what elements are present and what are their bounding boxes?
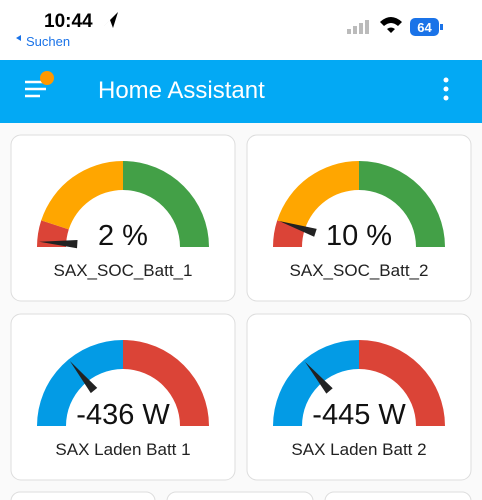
battery-tip <box>440 24 443 30</box>
gauge-segment <box>359 340 445 426</box>
gauge-needle <box>279 221 317 237</box>
gauge-needle <box>304 361 333 394</box>
card-background <box>10 313 236 481</box>
gauge-needle <box>39 239 78 249</box>
battery-icon <box>410 18 439 36</box>
gauge-name: SAX Laden Batt 2 <box>291 440 426 459</box>
gauge-segment <box>37 220 69 247</box>
gauge-value: -445 W <box>312 399 406 431</box>
battery-level: 64 <box>417 20 432 35</box>
value-unit: W <box>378 399 406 431</box>
gauge-segment <box>359 161 445 247</box>
header-title: Home Assistant <box>98 77 265 104</box>
gauge-card[interactable]: 10 % SAX_SOC_Batt_2 <box>246 134 472 302</box>
location-icon <box>104 12 118 28</box>
gauge-needle <box>69 360 98 394</box>
time: 10:44 <box>44 11 93 32</box>
gauge-segment <box>273 340 359 426</box>
status-bar <box>0 0 482 60</box>
gauge-value: 2% <box>98 220 148 252</box>
back-link[interactable]: Suchen <box>26 34 70 49</box>
gauge-value: 10% <box>326 220 392 252</box>
gauge-segment <box>277 161 359 230</box>
overflow-menu[interactable] <box>443 77 449 101</box>
signal-icon <box>347 20 369 34</box>
card-partial <box>166 491 314 500</box>
value-number: -445 <box>312 399 370 431</box>
app-header <box>0 60 482 123</box>
card-partial <box>324 491 472 500</box>
gauge-segment <box>37 340 123 426</box>
gauge-value: -436 W <box>76 399 170 431</box>
value-unit: W <box>142 399 170 431</box>
card-background <box>10 134 236 302</box>
notification-badge <box>40 71 54 85</box>
gauge-name: SAX Laden Batt 1 <box>55 440 190 459</box>
gauge-card[interactable]: -445 W SAX Laden Batt 2 <box>246 313 472 481</box>
value-unit: % <box>122 220 148 252</box>
card-partial <box>10 491 156 500</box>
gauge-segment <box>123 340 209 426</box>
gauge-segment <box>123 161 209 247</box>
gauge-card[interactable]: -436 W SAX Laden Batt 1 <box>10 313 236 481</box>
back-arrow[interactable] <box>16 35 21 41</box>
card-background <box>246 134 472 302</box>
gauge-card[interactable]: 2 % SAX_SOC_Batt_1 <box>10 134 236 302</box>
value-unit: % <box>366 220 392 252</box>
gauge-name: SAX_SOC_Batt_1 <box>54 261 193 280</box>
gauge-segment <box>41 161 124 230</box>
wifi-icon <box>380 17 402 33</box>
card-background <box>246 313 472 481</box>
value-number: -436 <box>76 399 134 431</box>
value-number: 2 <box>98 220 114 252</box>
value-number: 10 <box>326 220 358 252</box>
gauge-name: SAX_SOC_Batt_2 <box>290 261 429 280</box>
